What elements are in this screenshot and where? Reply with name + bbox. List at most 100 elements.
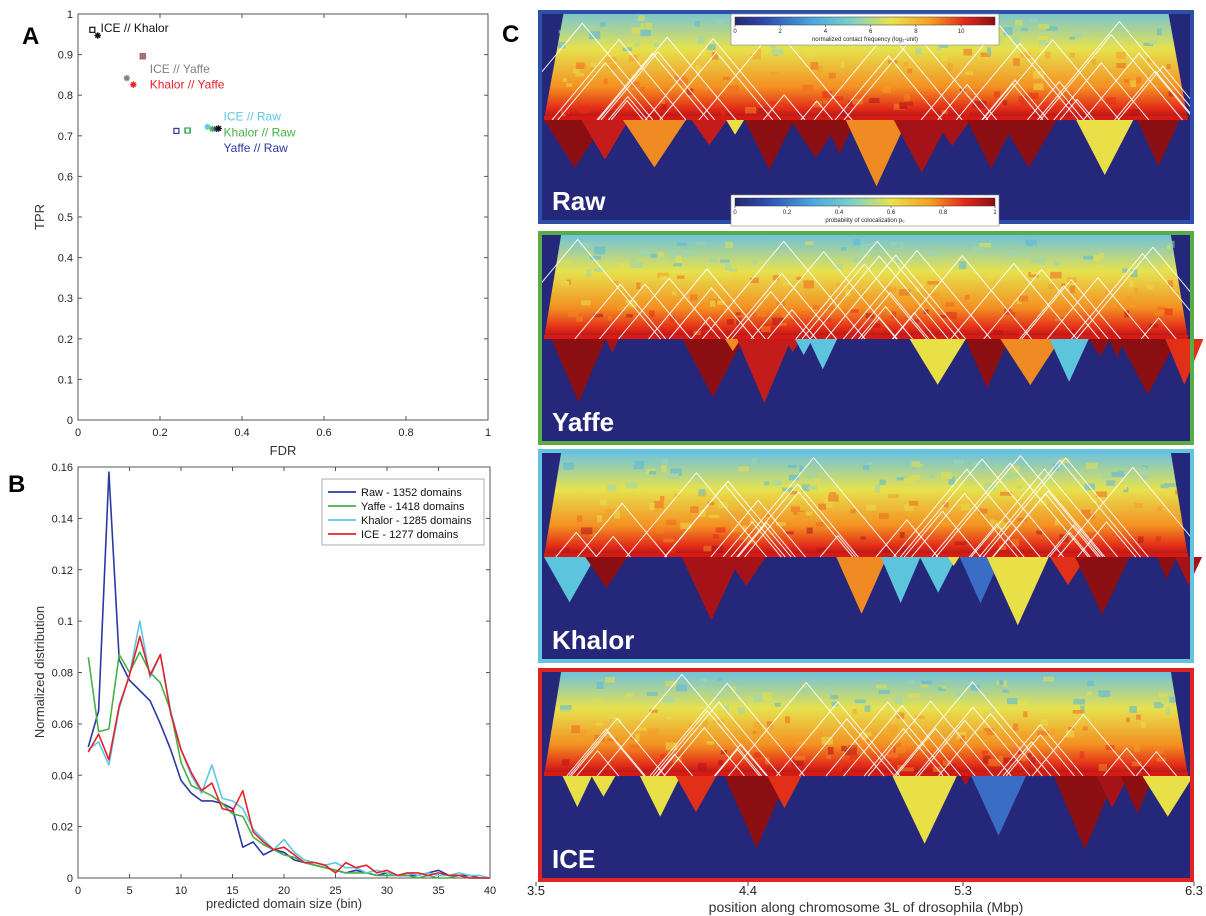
x-axis-label: position along chromosome 3L of drosophi… (709, 899, 1024, 915)
pair-annotation: ICE // Khalor (101, 21, 169, 35)
scatter-point-star (204, 123, 211, 131)
y-tick-label: 0.12 (52, 565, 73, 577)
colorbar-gradient (734, 16, 996, 26)
pair-annotation: ICE // Yaffe (150, 62, 210, 76)
x-tick-label: 0.4 (234, 427, 249, 439)
y-tick-label: 0.02 (52, 822, 73, 834)
colocalization-triangles (544, 120, 1180, 187)
x-tick-label: 35 (432, 885, 444, 897)
colorbar-tick-label: 0 (733, 210, 737, 216)
y-tick-label: 0.6 (58, 171, 73, 183)
x-tick-label: 10 (175, 885, 187, 897)
diagonal-band (544, 116, 1188, 120)
y-tick-label: 0.16 (52, 462, 73, 474)
x-tick-label: 0.6 (316, 427, 331, 439)
y-tick-label: 0.1 (58, 374, 73, 386)
x-tick-label: 25 (329, 885, 341, 897)
x-tick-label: 15 (226, 885, 238, 897)
colorbar-tick-label: 0 (733, 29, 737, 35)
x-tick-label: 4.4 (739, 883, 757, 898)
y-tick-label: 0.5 (58, 212, 73, 224)
panel-a: A 0 0.2 0.4 0.6 0.8 1 0 0.1 0.2 0.3 0.4 0.5 0.6 0.7 0.… (22, 9, 491, 458)
scatter-point-star (123, 74, 130, 82)
colorbar-tick-label: 10 (958, 29, 965, 35)
y-tick-label: 0.9 (58, 50, 73, 62)
panel-letter-a: A (22, 23, 39, 50)
x-tick-label: 3.5 (527, 883, 545, 898)
colorbar-tick-label: 4 (824, 29, 828, 35)
panel-frame (538, 449, 1194, 663)
diagonal-band (544, 335, 1188, 339)
x-tick-label: 0 (75, 885, 81, 897)
contact-map-region (544, 672, 1188, 776)
colocalization-triangles (562, 776, 1194, 850)
y-tick-label: 0.3 (58, 293, 73, 305)
x-axis-label: predicted domain size (bin) (206, 896, 362, 911)
legend-entry: Raw - 1352 domains (361, 487, 462, 499)
y-axis-label: TPR (32, 204, 47, 230)
scatter-point-star (139, 53, 147, 60)
scatter-frame (77, 13, 489, 421)
panel-letter-b: B (8, 471, 25, 498)
contact-map-region (544, 10, 1188, 120)
colorbar-tick-label: 8 (914, 29, 918, 35)
panel-b: B 0 5 10 15 20 25 30 35 40 0 0.02 0.04 0.06 0.08 0.1 0.… (8, 462, 496, 911)
scatter-point-star (94, 32, 101, 39)
y-tick-label: 0.2 (58, 334, 73, 346)
scatter-point-star (215, 125, 222, 132)
panel-frame (538, 231, 1194, 445)
y-tick-label: 0.1 (58, 616, 73, 628)
y-tick-label: 0 (67, 415, 73, 427)
legend-entry: ICE - 1277 domains (361, 529, 459, 541)
contact-map-texture (558, 14, 1174, 118)
x-tick-label: 20 (278, 885, 290, 897)
x-tick-label: 0.2 (152, 427, 167, 439)
heatmap-panel-khalor: Khalor (538, 449, 1206, 663)
x-tick-label: 0 (75, 427, 81, 439)
y-tick-label: 0.14 (52, 513, 73, 525)
domain-boundary-lines (566, 673, 1178, 777)
heatmap-panel-ice: ICE (538, 668, 1194, 882)
y-axis-label: Normalized distribution (32, 606, 47, 738)
contact-map-region (544, 235, 1188, 339)
heatmap-panel-raw: Raw (501, 10, 1206, 224)
heatmap-panel-label: Khalor (552, 625, 634, 655)
colorbar-label: probability of colocalization p₀ (825, 218, 905, 224)
heatmap-panel-label: Yaffe (552, 407, 614, 437)
colorbar-tick-label: 0.2 (783, 210, 792, 216)
colorbar-tick-label: 0.4 (835, 210, 844, 216)
x-tick-label: 1 (485, 427, 491, 439)
panel-letter-c: C (502, 21, 519, 48)
series-line (87, 635, 490, 879)
heatmap-panel-label: Raw (552, 186, 606, 216)
y-tick-label: 0.06 (52, 719, 73, 731)
pair-annotation: ICE // Raw (224, 109, 282, 123)
domain-boundary-lines (555, 454, 1206, 558)
colorbar-gradient (734, 197, 996, 207)
domain-boundary-lines (500, 238, 1206, 340)
colorbar-tick-label: 0.8 (939, 210, 948, 216)
colorbar: 0 0.2 0.4 0.6 0.8 1 probability of colocalizat… (730, 194, 1000, 227)
series-line (87, 620, 491, 879)
heatmap-panel-yaffe: Yaffe (500, 231, 1206, 445)
x-tick-label: 6.3 (1185, 883, 1203, 898)
colocalization-triangles (544, 557, 1203, 626)
y-tick-label: 0.04 (52, 770, 73, 782)
x-tick-label: 0.8 (398, 427, 413, 439)
y-tick-label: 0.8 (58, 90, 73, 102)
pair-annotation: Yaffe // Raw (224, 141, 289, 155)
colorbar-tick-label: 2 (779, 29, 783, 35)
pair-annotation: Khalor // Raw (224, 126, 296, 140)
colorbar-tick-label: 1 (993, 210, 997, 216)
series-line (87, 651, 490, 879)
legend-entry: Yaffe - 1418 domains (361, 501, 465, 513)
diagonal-band (544, 553, 1188, 557)
y-tick-label: 1 (67, 9, 73, 21)
colorbar-tick-label: 6 (869, 29, 873, 35)
panel-frame (538, 668, 1194, 882)
scatter-point-square (173, 127, 180, 135)
y-tick-label: 0 (67, 873, 73, 885)
contact-map-region (544, 453, 1188, 557)
heatmap-panel-label: ICE (552, 844, 595, 874)
